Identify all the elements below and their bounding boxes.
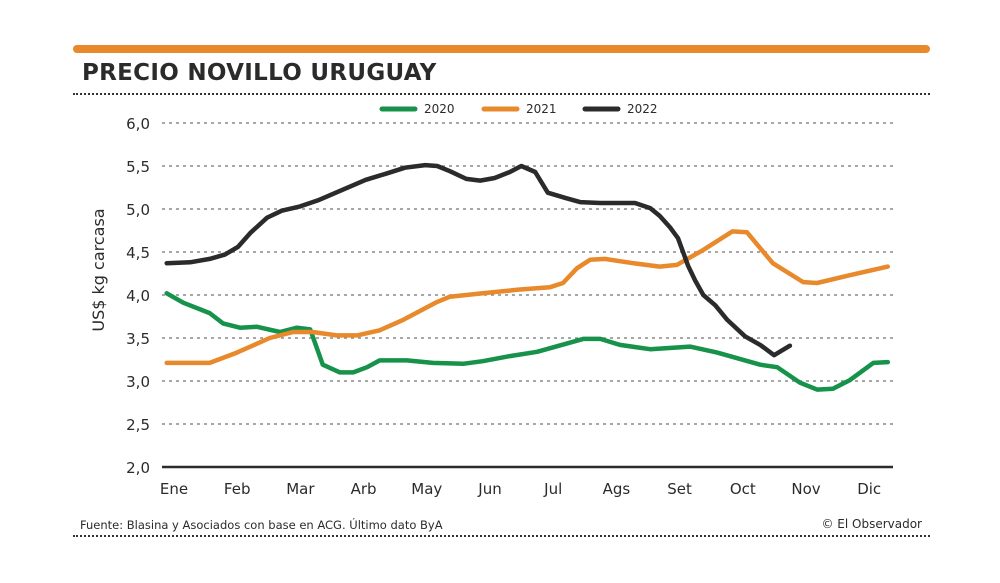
x-tick-label: Dic bbox=[857, 480, 881, 498]
series-line-2020 bbox=[164, 291, 891, 392]
x-tick-label: Feb bbox=[224, 480, 251, 498]
y-tick-label: 3,0 bbox=[126, 373, 150, 391]
legend-label-2020: 2020 bbox=[424, 102, 455, 116]
series-line-2021 bbox=[164, 229, 891, 366]
y-tick-label: 6,0 bbox=[126, 115, 150, 133]
chart-title: PRECIO NOVILLO URUGUAY bbox=[82, 60, 437, 86]
x-tick-label: May bbox=[411, 480, 442, 498]
title-divider bbox=[73, 93, 930, 95]
x-tick-label: Set bbox=[667, 480, 692, 498]
y-tick-label: 2,0 bbox=[126, 459, 150, 477]
y-tick-label: 3,5 bbox=[126, 330, 150, 348]
y-tick-label: 2,5 bbox=[126, 416, 150, 434]
x-tick-label: Jun bbox=[477, 480, 501, 498]
source-note: Fuente: Blasina y Asociados con base en … bbox=[80, 518, 443, 532]
y-tick-label: 4,5 bbox=[126, 244, 150, 262]
y-axis-label: US$ kg carcasa bbox=[89, 208, 108, 331]
x-tick-label: Oct bbox=[730, 480, 756, 498]
accent-bar bbox=[73, 45, 930, 53]
x-tick-label: Arb bbox=[351, 480, 377, 498]
x-tick-label: Nov bbox=[791, 480, 820, 498]
y-tick-label: 5,0 bbox=[126, 201, 150, 219]
y-tick-label: 4,0 bbox=[126, 287, 150, 305]
credit-note: © El Observador bbox=[821, 517, 922, 531]
x-tick-label: Ene bbox=[160, 480, 188, 498]
legend-label-2022: 2022 bbox=[627, 102, 658, 116]
footer-divider bbox=[73, 535, 930, 537]
x-tick-label: Ags bbox=[603, 480, 631, 498]
legend-label-2021: 2021 bbox=[526, 102, 557, 116]
x-tick-label: Mar bbox=[286, 480, 315, 498]
series-line-2022 bbox=[164, 162, 793, 358]
y-tick-label: 5,5 bbox=[126, 158, 150, 176]
x-tick-label: Jul bbox=[543, 480, 562, 498]
